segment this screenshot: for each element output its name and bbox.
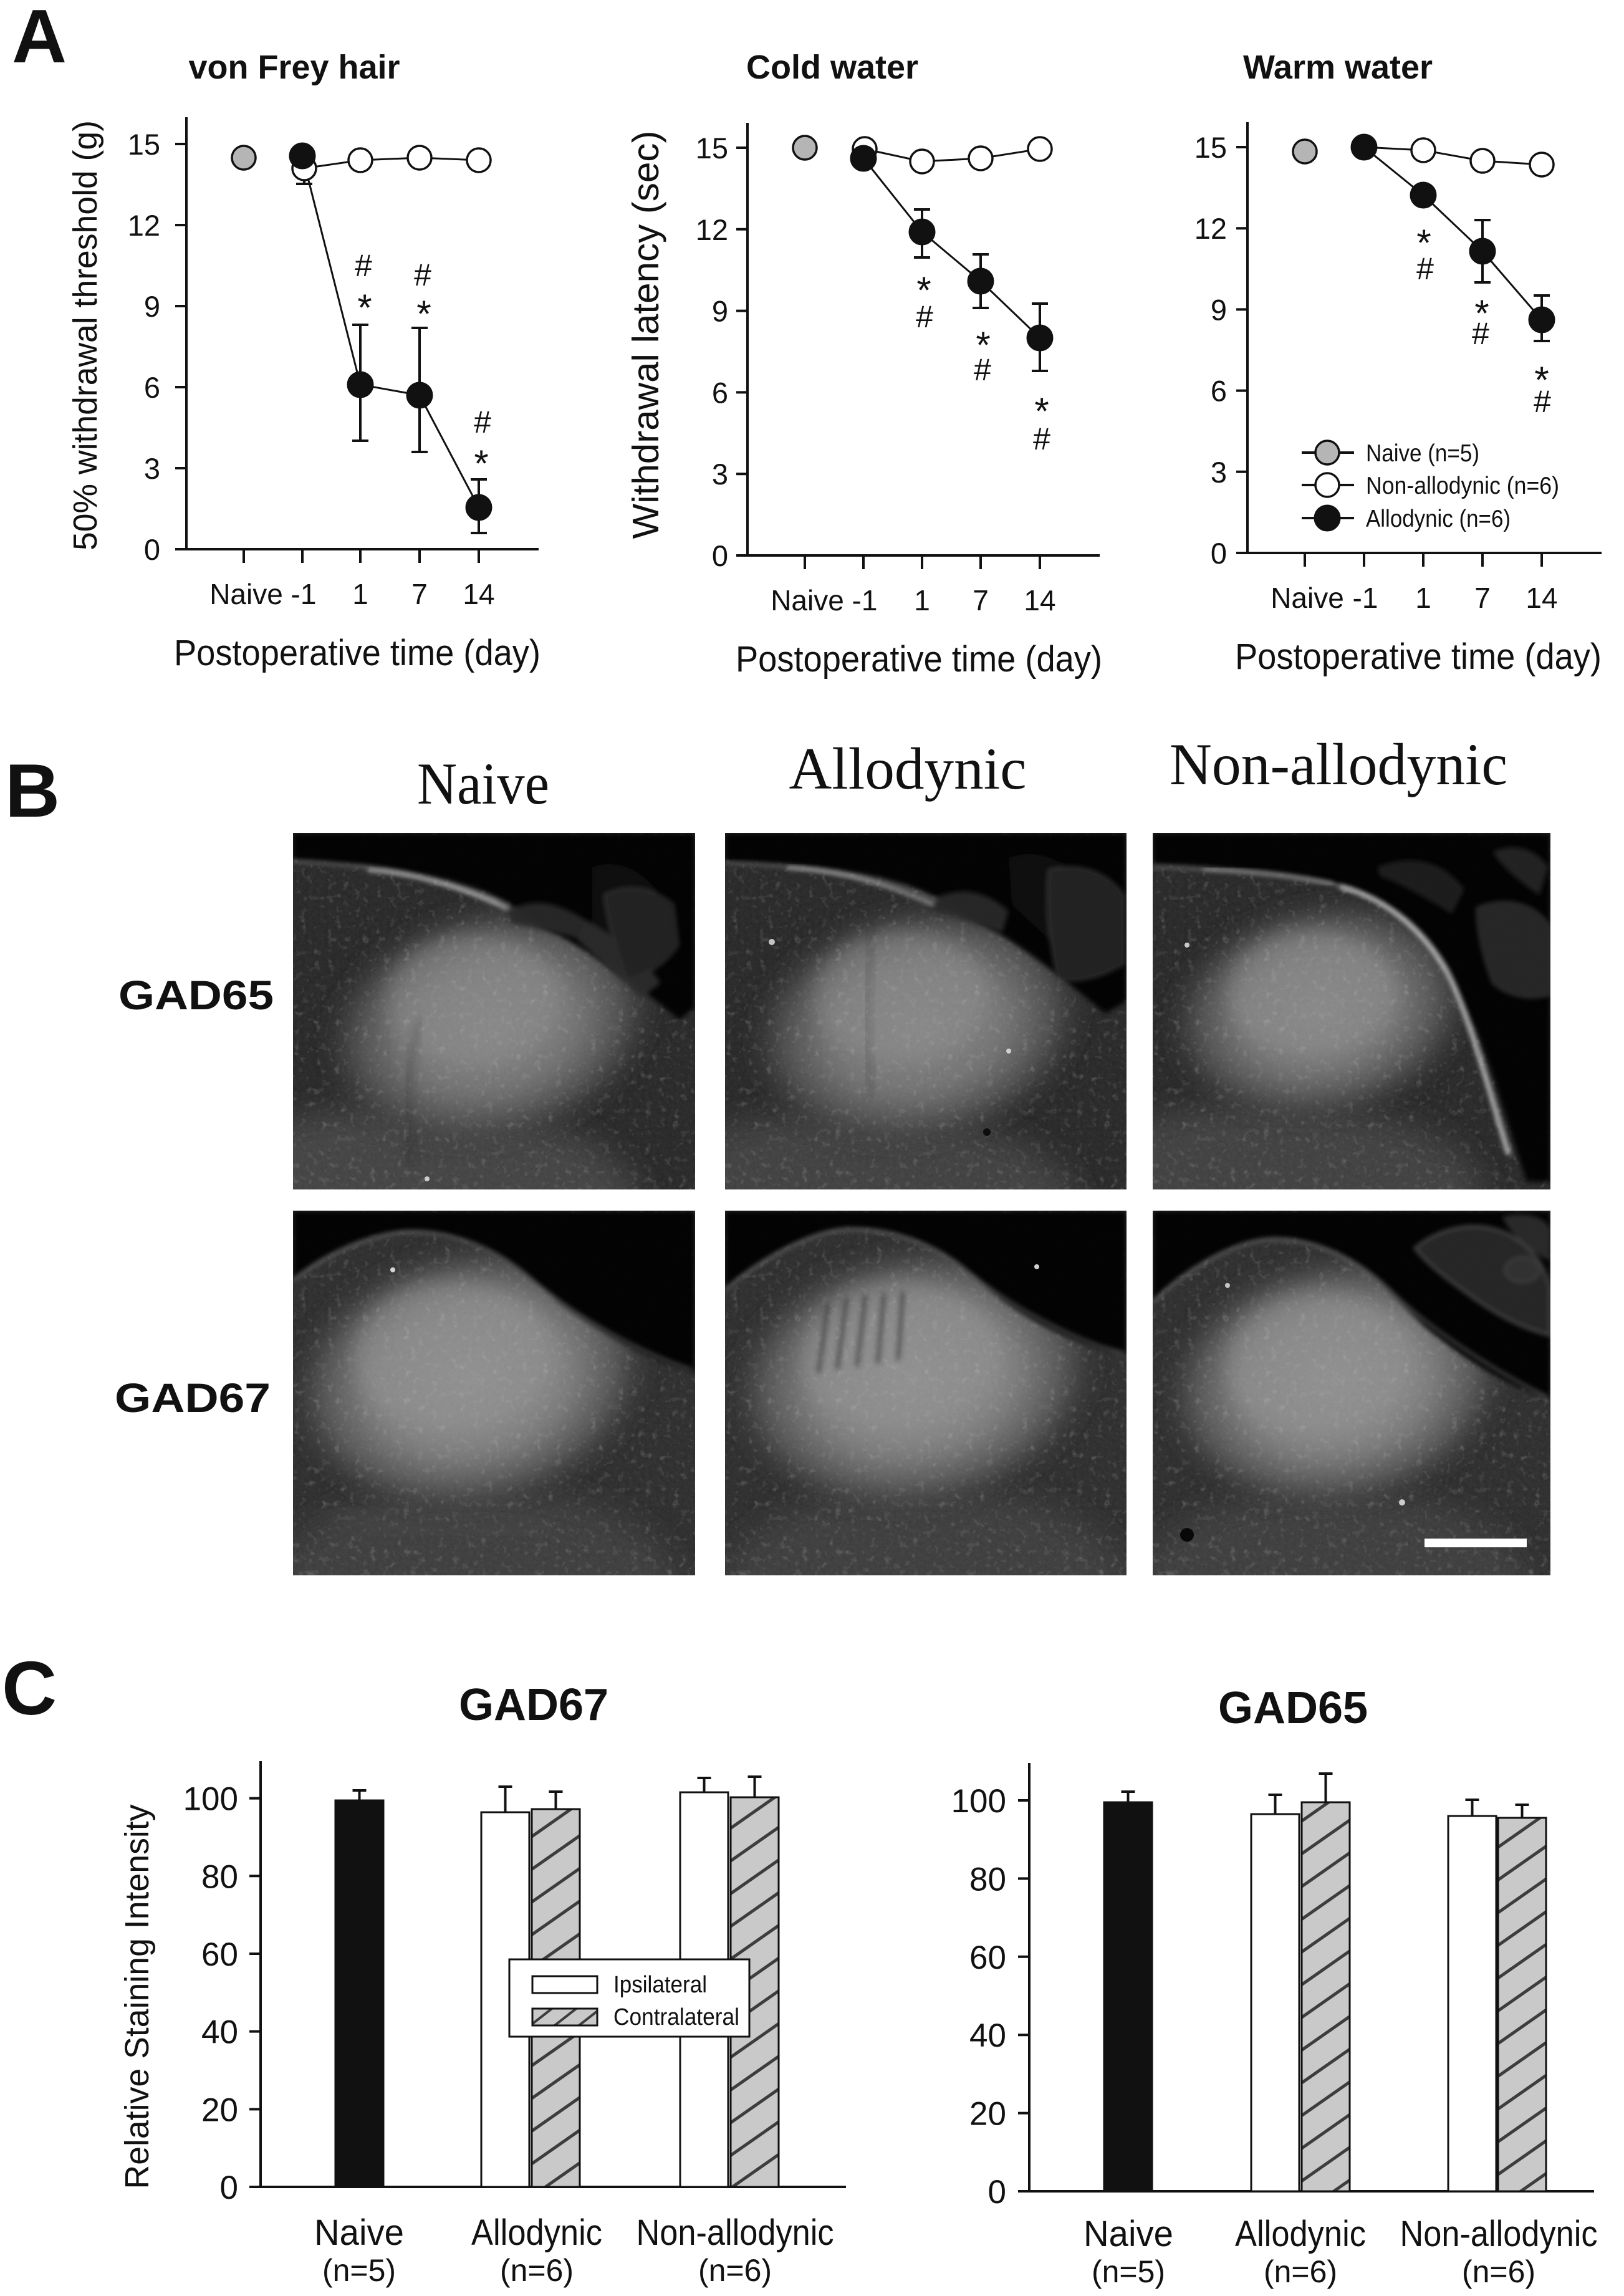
svg-text:#: # bbox=[1534, 384, 1551, 419]
svg-text:15: 15 bbox=[696, 132, 728, 165]
svg-text:12: 12 bbox=[128, 209, 160, 242]
svg-text:Naive: Naive bbox=[314, 2212, 404, 2253]
svg-text:7: 7 bbox=[411, 578, 428, 610]
svg-text:0: 0 bbox=[1211, 537, 1227, 570]
svg-text:Naive: Naive bbox=[771, 584, 844, 617]
svg-text:100: 100 bbox=[951, 1783, 1006, 1820]
svg-text:*: * bbox=[416, 293, 431, 335]
svg-text:Allodynic (n=6): Allodynic (n=6) bbox=[1366, 506, 1511, 532]
svg-text:14: 14 bbox=[1526, 582, 1557, 614]
svg-text:Non-allodynic (n=6): Non-allodynic (n=6) bbox=[1366, 473, 1559, 499]
svg-text:(n=5): (n=5) bbox=[1092, 2254, 1165, 2289]
svg-text:-1: -1 bbox=[291, 578, 317, 610]
svg-text:6: 6 bbox=[1211, 375, 1227, 408]
svg-text:9: 9 bbox=[1211, 293, 1227, 326]
svg-text:#: # bbox=[1472, 316, 1489, 351]
svg-text:9: 9 bbox=[144, 290, 160, 323]
svg-text:Non-allodynic: Non-allodynic bbox=[1170, 731, 1507, 797]
svg-text:#: # bbox=[474, 405, 491, 440]
svg-text:*: * bbox=[1416, 222, 1431, 264]
svg-text:12: 12 bbox=[696, 213, 728, 246]
svg-text:80: 80 bbox=[969, 1861, 1006, 1898]
svg-text:Cold water: Cold water bbox=[746, 49, 918, 86]
svg-text:15: 15 bbox=[1194, 131, 1227, 164]
svg-text:1: 1 bbox=[352, 578, 368, 610]
svg-text:60: 60 bbox=[201, 1936, 238, 1973]
svg-text:B: B bbox=[5, 748, 60, 833]
svg-text:A: A bbox=[12, 0, 67, 79]
svg-text:(n=6): (n=6) bbox=[1264, 2254, 1337, 2289]
svg-text:12: 12 bbox=[1194, 212, 1227, 245]
svg-text:Naive: Naive bbox=[209, 578, 283, 610]
svg-text:C: C bbox=[2, 1646, 57, 1731]
svg-text:6: 6 bbox=[144, 371, 160, 404]
svg-text:*: * bbox=[474, 443, 488, 484]
svg-text:#: # bbox=[414, 257, 431, 292]
svg-text:*: * bbox=[1534, 359, 1549, 401]
svg-text:3: 3 bbox=[1211, 456, 1227, 489]
svg-text:3: 3 bbox=[144, 452, 160, 485]
svg-text:Postoperative time (day): Postoperative time (day) bbox=[736, 639, 1102, 680]
svg-text:Naive: Naive bbox=[1271, 582, 1344, 614]
svg-text:Non-allodynic: Non-allodynic bbox=[637, 2212, 834, 2253]
svg-text:-1: -1 bbox=[852, 584, 878, 617]
svg-text:14: 14 bbox=[1024, 584, 1055, 617]
svg-text:50% withdrawal threshold (g): 50% withdrawal threshold (g) bbox=[67, 120, 104, 550]
svg-text:Postoperative time (day): Postoperative time (day) bbox=[174, 633, 541, 673]
svg-text:GAD67: GAD67 bbox=[115, 1375, 271, 1421]
svg-text:(n=6): (n=6) bbox=[698, 2253, 772, 2288]
svg-text:Postoperative time (day): Postoperative time (day) bbox=[1235, 636, 1602, 677]
svg-text:Relative Staining Intensity: Relative Staining Intensity bbox=[118, 1805, 156, 2189]
svg-text:20: 20 bbox=[969, 2096, 1006, 2133]
svg-text:40: 40 bbox=[201, 2014, 238, 2051]
svg-text:1: 1 bbox=[1415, 582, 1431, 614]
svg-text:1: 1 bbox=[914, 584, 930, 617]
svg-text:#: # bbox=[916, 299, 933, 334]
svg-text:*: * bbox=[916, 269, 931, 311]
svg-text:#: # bbox=[1416, 251, 1434, 286]
svg-text:(n=5): (n=5) bbox=[322, 2253, 396, 2288]
svg-text:*: * bbox=[1474, 292, 1489, 334]
svg-text:9: 9 bbox=[712, 295, 728, 328]
svg-text:Ipsilateral: Ipsilateral bbox=[613, 1972, 707, 1998]
svg-text:*: * bbox=[976, 324, 990, 366]
svg-text:20: 20 bbox=[201, 2092, 238, 2128]
svg-text:GAD65: GAD65 bbox=[118, 972, 274, 1018]
svg-text:(n=6): (n=6) bbox=[500, 2253, 574, 2288]
svg-text:(n=6): (n=6) bbox=[1462, 2254, 1535, 2289]
svg-text:Naive (n=5): Naive (n=5) bbox=[1366, 440, 1479, 467]
svg-text:0: 0 bbox=[144, 533, 160, 566]
svg-text:*: * bbox=[1034, 390, 1049, 432]
svg-text:100: 100 bbox=[183, 1781, 238, 1818]
svg-text:Non-allodynic: Non-allodynic bbox=[1400, 2214, 1598, 2254]
svg-text:Allodynic: Allodynic bbox=[789, 736, 1027, 802]
svg-text:0: 0 bbox=[988, 2174, 1006, 2211]
svg-text:#: # bbox=[974, 352, 991, 387]
svg-text:7: 7 bbox=[1474, 582, 1491, 614]
svg-text:von Frey hair: von Frey hair bbox=[188, 49, 400, 86]
svg-text:7: 7 bbox=[973, 584, 989, 617]
svg-text:60: 60 bbox=[969, 1939, 1006, 1976]
svg-text:Allodynic: Allodynic bbox=[1235, 2214, 1366, 2254]
svg-text:15: 15 bbox=[128, 128, 160, 161]
svg-text:3: 3 bbox=[712, 458, 728, 491]
svg-text:*: * bbox=[357, 287, 372, 329]
svg-text:Contralateral: Contralateral bbox=[613, 2004, 739, 2030]
svg-text:-1: -1 bbox=[1353, 582, 1378, 614]
svg-text:6: 6 bbox=[712, 376, 728, 409]
svg-text:Withdrawal latency (sec): Withdrawal latency (sec) bbox=[625, 131, 666, 539]
svg-text:14: 14 bbox=[463, 578, 494, 610]
svg-text:#: # bbox=[1033, 421, 1050, 456]
svg-text:Warm water: Warm water bbox=[1243, 49, 1433, 86]
svg-text:0: 0 bbox=[220, 2169, 238, 2206]
svg-text:80: 80 bbox=[201, 1858, 238, 1895]
svg-text:40: 40 bbox=[969, 2017, 1006, 2054]
svg-text:GAD65: GAD65 bbox=[1218, 1683, 1368, 1733]
svg-text:Naive: Naive bbox=[1083, 2214, 1173, 2254]
svg-text:Naive: Naive bbox=[417, 751, 549, 817]
svg-text:Allodynic: Allodynic bbox=[471, 2212, 602, 2253]
svg-text:GAD67: GAD67 bbox=[459, 1680, 608, 1730]
svg-text:0: 0 bbox=[712, 539, 728, 572]
svg-text:#: # bbox=[355, 248, 372, 283]
